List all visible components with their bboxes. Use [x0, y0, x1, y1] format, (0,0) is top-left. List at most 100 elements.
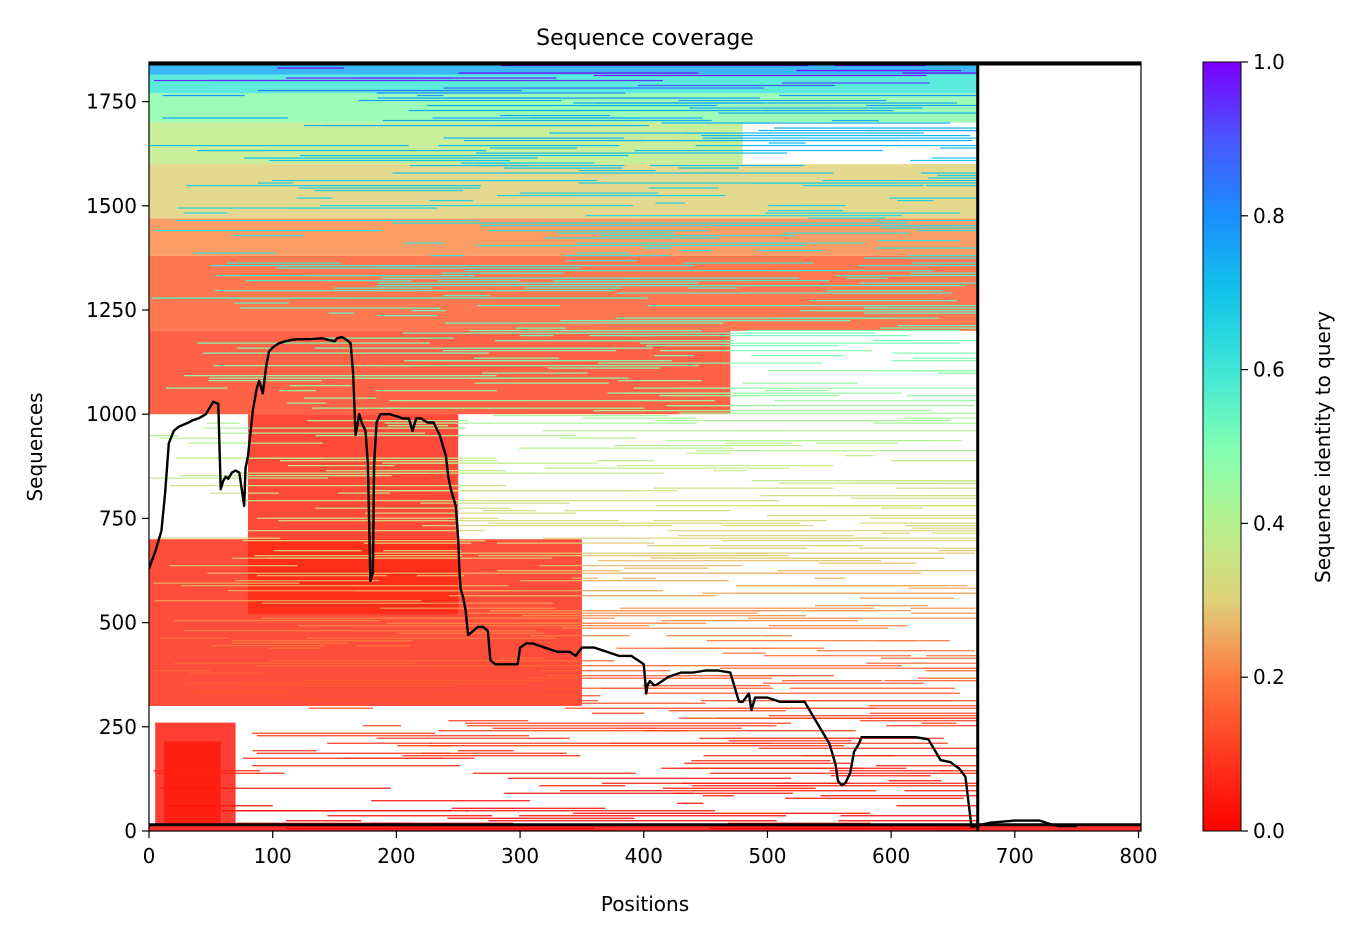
alignment-streak — [245, 279, 412, 282]
alignment-streak — [866, 104, 978, 107]
alignment-streak — [678, 99, 887, 102]
alignment-streak — [781, 82, 930, 84]
alignment-streak — [298, 625, 344, 627]
alignment-streak — [864, 312, 978, 314]
alignment-streak — [278, 520, 619, 522]
alignment-streak — [702, 137, 734, 139]
y-tick-label: 1750 — [86, 90, 137, 114]
alignment-streak — [183, 682, 528, 684]
alignment-streak — [269, 647, 322, 649]
alignment-streak — [745, 330, 961, 332]
alignment-streak — [648, 187, 719, 189]
alignment-streak — [585, 214, 903, 217]
alignment-streak — [312, 407, 526, 409]
alignment-streak — [187, 442, 323, 444]
alignment-streak — [464, 722, 792, 724]
alignment-streak — [540, 670, 671, 672]
alignment-streak — [573, 812, 871, 814]
alignment-streak — [648, 232, 675, 234]
alignment-streak — [169, 565, 298, 567]
alignment-streak — [912, 527, 978, 529]
alignment-streak — [254, 665, 535, 667]
alignment-streak — [227, 590, 446, 592]
alignment-streak — [703, 102, 957, 104]
alignment-streak — [167, 805, 273, 807]
alignment-streak — [912, 262, 978, 264]
alignment-streak — [768, 370, 978, 372]
alignment-streak — [717, 675, 835, 677]
alignment-streak — [609, 742, 948, 744]
alignment-streak — [846, 277, 888, 279]
alignment-streak — [438, 730, 688, 732]
alignment-streak — [174, 662, 416, 664]
alignment-streak — [377, 314, 438, 317]
alignment-streak — [458, 72, 699, 74]
alignment-streak — [643, 247, 672, 249]
alignment-streak — [256, 752, 567, 754]
alignment-streak — [774, 400, 978, 402]
alignment-streak — [445, 322, 723, 324]
alignment-streak — [411, 309, 447, 312]
alignment-streak — [149, 435, 179, 437]
alignment-streak — [613, 445, 803, 447]
alignment-streak — [607, 392, 768, 394]
alignment-streak — [507, 777, 792, 779]
alignment-streak — [174, 620, 380, 622]
alignment-streak — [914, 495, 978, 497]
alignment-streak — [487, 229, 709, 232]
alignment-streak — [598, 362, 823, 364]
x-tick-label: 700 — [996, 844, 1034, 868]
alignment-streak — [826, 289, 944, 292]
alignment-streak — [578, 182, 892, 184]
alignment-streak — [734, 827, 868, 829]
alignment-streak — [464, 269, 799, 272]
alignment-streak — [566, 259, 638, 262]
alignment-streak — [270, 660, 615, 662]
x-tick-label: 600 — [872, 844, 910, 868]
alignment-streak — [382, 462, 598, 464]
alignment-streak — [467, 725, 777, 727]
alignment-streak — [680, 767, 863, 769]
colorbar-gradient — [1202, 61, 1242, 832]
alignment-streak — [469, 330, 702, 332]
alignment-streak — [931, 157, 978, 159]
alignment-streak — [251, 732, 436, 734]
alignment-streak — [443, 137, 625, 139]
alignment-streak — [609, 139, 902, 142]
alignment-streak — [177, 207, 437, 209]
alignment-streak — [830, 775, 931, 777]
alignment-streak — [751, 480, 978, 482]
alignment-streak — [719, 667, 978, 669]
alignment-streak — [153, 582, 300, 584]
x-tick-label: 0 — [143, 844, 156, 868]
alignment-streak — [447, 817, 635, 819]
alignment-streak — [256, 575, 387, 577]
alignment-streak — [650, 557, 945, 559]
alignment-streak — [829, 770, 954, 772]
alignment-streak — [872, 422, 978, 424]
alignment-streak — [908, 587, 978, 589]
alignment-streak — [661, 122, 951, 124]
alignment-streak — [150, 144, 409, 147]
alignment-streak — [468, 612, 758, 614]
alignment-streak — [481, 372, 588, 374]
alignment-streak — [925, 670, 978, 672]
alignment-streak — [232, 642, 349, 644]
alignment-streak — [616, 317, 891, 319]
alignment-streak — [595, 102, 764, 104]
alignment-streak — [937, 174, 978, 177]
alignment-streak — [355, 645, 411, 647]
alignment-streak — [675, 552, 975, 554]
alignment-streak — [889, 197, 978, 199]
alignment-streak — [184, 375, 497, 377]
alignment-streak — [183, 212, 228, 214]
alignment-streak — [159, 637, 228, 639]
alignment-streak — [866, 662, 978, 664]
alignment-streak — [859, 597, 954, 599]
alignment-streak — [732, 430, 978, 432]
alignment-streak — [492, 415, 669, 417]
alignment-streak — [519, 815, 787, 817]
alignment-streak — [286, 77, 557, 79]
alignment-streak — [473, 357, 560, 359]
alignment-streak — [376, 284, 713, 287]
